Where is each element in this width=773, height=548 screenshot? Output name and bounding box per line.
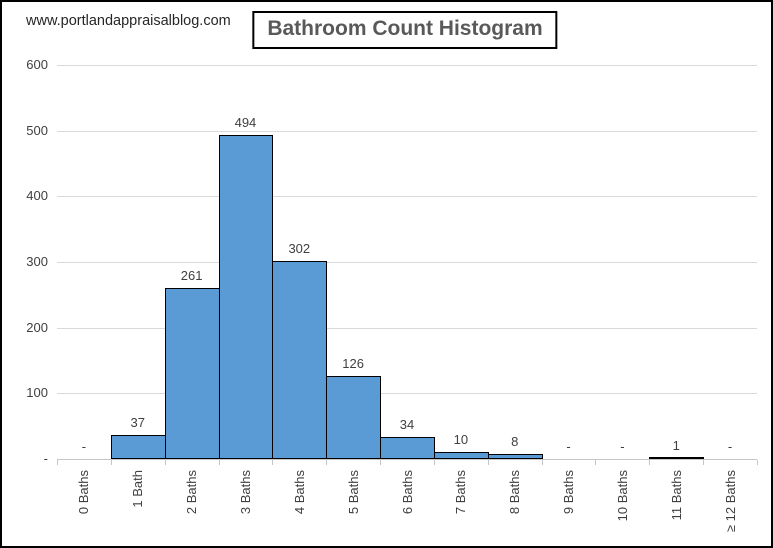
axis-tick-mark [110, 460, 112, 465]
y-tick-label: 100 [26, 385, 48, 401]
bar [110, 434, 166, 459]
value-label: 1 [672, 438, 680, 454]
value-label: - [81, 439, 87, 454]
axis-tick-mark [703, 460, 705, 465]
bar [649, 457, 705, 459]
y-tick-label: 200 [26, 319, 48, 335]
watermark-url: www.portlandappraisalblog.com [26, 13, 231, 29]
bar [380, 436, 435, 459]
x-category-label: 3 Baths [237, 470, 253, 515]
axis-tick-mark [649, 460, 651, 465]
axis-tick-mark [57, 460, 58, 465]
y-tick-label: 400 [26, 188, 48, 204]
value-label: 261 [180, 267, 203, 283]
value-label: - [620, 439, 625, 454]
axis-tick-mark [433, 460, 435, 465]
value-label: 8 [511, 433, 519, 449]
value-label: 10 [453, 432, 469, 448]
x-category-label: ≥ 12 Baths [722, 470, 738, 533]
x-category-label: 7 Baths [453, 470, 469, 515]
value-label: 302 [288, 240, 311, 256]
x-category-label: 1 Bath [130, 470, 146, 508]
x-axis-line [57, 459, 757, 460]
value-label: 126 [342, 356, 364, 372]
gridline [57, 65, 757, 66]
value-label: - [566, 439, 571, 454]
bar [487, 453, 543, 459]
axis-tick-mark [487, 460, 489, 465]
bar [326, 376, 382, 459]
chart-title: Bathroom Count Histogram [252, 11, 558, 49]
value-label: 34 [399, 416, 415, 432]
axis-tick-mark [380, 460, 382, 465]
x-category-label: 11 Baths [668, 470, 684, 521]
x-category-label: 9 Baths [561, 470, 577, 515]
gridline [57, 262, 757, 263]
x-category-label: 2 Baths [184, 470, 200, 515]
x-category-label: 0 Baths [76, 470, 92, 515]
axis-tick-mark [326, 460, 328, 465]
axis-tick-mark [595, 460, 597, 465]
x-category-label: 6 Baths [399, 470, 415, 515]
y-tick-label: - [43, 451, 48, 466]
value-label: 37 [130, 414, 145, 430]
gridline [57, 393, 757, 395]
x-category-label: 5 Baths [345, 470, 361, 515]
y-tick-label: 600 [26, 57, 48, 72]
bar [218, 134, 274, 459]
value-label: 494 [234, 114, 257, 130]
gridline [57, 327, 757, 329]
gridline [57, 130, 757, 132]
value-label: - [727, 439, 733, 454]
x-category-label: 4 Baths [291, 470, 307, 515]
axis-tick-mark [218, 460, 220, 465]
gridline [57, 196, 757, 198]
axis-tick-mark [164, 460, 166, 465]
axis-tick-mark [272, 460, 274, 465]
bar [433, 452, 489, 459]
x-category-label: 10 Baths [614, 470, 630, 522]
axis-tick-mark [757, 460, 758, 465]
y-tick-label: 500 [26, 122, 48, 138]
bar [272, 260, 328, 459]
y-tick-label: 300 [26, 254, 48, 269]
axis-tick-mark [541, 460, 543, 465]
bar [164, 287, 220, 459]
x-category-label: 8 Baths [507, 470, 523, 515]
